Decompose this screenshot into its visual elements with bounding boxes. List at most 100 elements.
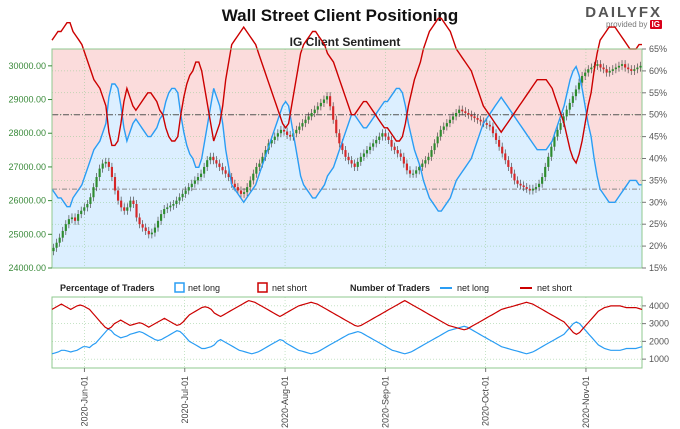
candle — [565, 109, 568, 117]
pct-tick-label: 35% — [649, 175, 667, 185]
candle — [163, 209, 166, 215]
candle — [627, 67, 630, 70]
candle — [384, 133, 387, 137]
candle — [393, 146, 396, 151]
candle — [362, 153, 365, 157]
candle — [304, 119, 307, 124]
date-tick-label: 2020-Jun-01 — [79, 376, 89, 427]
candle — [86, 203, 89, 208]
candle — [258, 163, 261, 167]
candle — [298, 126, 301, 130]
candle — [286, 131, 289, 135]
candle — [307, 116, 310, 120]
price-tick-label: 24000.00 — [8, 263, 46, 273]
candle — [461, 109, 464, 112]
candle — [212, 156, 215, 161]
candle — [341, 143, 344, 151]
candle — [516, 180, 519, 184]
candle — [559, 123, 562, 130]
candle — [73, 217, 77, 221]
candle — [101, 163, 104, 169]
candle — [568, 102, 571, 110]
date-tick-label: 2020-Jul-01 — [180, 376, 190, 424]
candle — [636, 67, 639, 70]
pct-tick-label: 65% — [649, 44, 667, 54]
candle — [442, 126, 445, 130]
candle — [230, 177, 233, 184]
candle — [221, 166, 224, 171]
date-tick-label: 2020-Oct-01 — [481, 376, 491, 426]
candle — [501, 146, 504, 154]
candle — [209, 156, 212, 161]
candle — [190, 183, 193, 188]
candle — [175, 200, 178, 204]
candle — [273, 136, 276, 140]
candle — [64, 224, 67, 231]
candle — [415, 170, 418, 174]
candle — [184, 190, 187, 194]
candle — [199, 173, 203, 178]
candle — [138, 217, 141, 225]
candle — [411, 173, 415, 175]
candle — [359, 156, 362, 162]
candle — [439, 129, 442, 137]
candle — [581, 75, 584, 83]
candle — [390, 139, 393, 147]
candle — [408, 170, 412, 174]
brand-logo: DAILYFX provided by IG — [585, 4, 662, 29]
candle — [70, 217, 74, 220]
candle — [574, 89, 578, 97]
candle — [498, 139, 501, 147]
candle — [160, 214, 163, 221]
candle — [206, 160, 209, 167]
traders-panel: 4000 3000 2000 1000 2020-Jun-01 2020-Jul-01 20… — [51, 296, 669, 428]
candle — [270, 139, 273, 144]
net-short-line — [51, 17, 642, 165]
candle — [519, 183, 522, 186]
candle — [596, 64, 599, 66]
legend-pct-short-label: net short — [272, 283, 308, 293]
net-long-line — [51, 64, 642, 212]
candle — [83, 207, 86, 211]
price-tick-label: 29000.00 — [8, 95, 46, 105]
pct-tick-label: 15% — [649, 263, 667, 273]
legend-pct-long-swatch — [174, 282, 185, 293]
brand-subtitle: provided by — [605, 20, 648, 29]
candle — [153, 227, 157, 233]
candle — [123, 207, 126, 211]
candle — [295, 129, 298, 134]
candle — [310, 113, 313, 117]
legend: Percentage of Traders net long net short… — [60, 282, 573, 293]
candle — [599, 64, 602, 68]
traders-net-long-line — [51, 321, 643, 355]
candle — [620, 64, 624, 66]
candle — [427, 156, 430, 161]
candle — [178, 197, 181, 201]
candle — [464, 111, 467, 114]
candle — [445, 123, 448, 127]
candle — [353, 163, 356, 167]
candle — [338, 133, 341, 144]
candle — [166, 207, 169, 210]
candle — [534, 187, 538, 189]
count-tick-label: 2000 — [649, 336, 669, 346]
pct-tick-label: 60% — [649, 66, 667, 76]
main-panel: 30000.00 29000.00 28000.00 27000.00 26000.00… — [8, 17, 667, 273]
candle — [261, 156, 264, 164]
candle — [528, 188, 531, 191]
candle — [67, 219, 70, 225]
candle — [77, 214, 80, 221]
candle — [405, 163, 408, 171]
candle — [639, 65, 642, 68]
candle — [455, 113, 458, 117]
candle — [584, 72, 587, 76]
candle — [537, 183, 541, 188]
candle — [365, 150, 369, 154]
candle — [332, 106, 335, 120]
candle — [473, 116, 476, 119]
candle — [203, 166, 206, 174]
candle — [630, 69, 633, 71]
candle — [246, 187, 249, 193]
candle — [313, 109, 316, 114]
candle — [316, 106, 319, 110]
